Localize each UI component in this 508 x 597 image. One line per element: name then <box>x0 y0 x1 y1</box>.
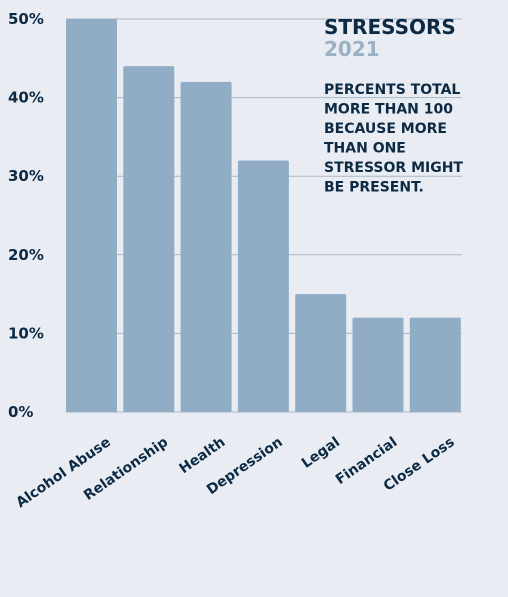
y-tick-label: 10% <box>8 324 44 342</box>
bar <box>180 81 232 412</box>
bars <box>66 19 461 412</box>
y-tick-label: 20% <box>8 246 44 264</box>
annotation-line: THAN ONE <box>324 141 406 157</box>
y-tick-label: 50% <box>8 10 44 28</box>
category-label: Legal <box>299 434 343 472</box>
y-tick-label: 0% <box>8 403 33 421</box>
bar <box>409 317 461 412</box>
annotation-line: BECAUSE MORE <box>324 121 447 137</box>
bar <box>66 19 117 412</box>
annotation-line: PERCENTS TOTAL <box>324 82 460 98</box>
y-tick-label: 40% <box>8 89 44 107</box>
y-tick-label: 30% <box>8 167 44 185</box>
chart-title: STRESSORS <box>324 15 456 39</box>
y-tick-labels: 0% 10% 20% 30% 40% 50% <box>8 10 44 421</box>
bar <box>295 294 347 412</box>
annotation: PERCENTS TOTAL MORE THAN 100 BECAUSE MORE T… <box>324 82 463 196</box>
bar <box>352 317 404 412</box>
bar <box>123 66 175 412</box>
category-label: Alcohol Abuse <box>13 434 113 511</box>
annotation-line: BE PRESENT. <box>324 180 424 196</box>
category-label: Health <box>177 434 229 477</box>
bar <box>237 160 289 412</box>
annotation-line: STRESSOR MIGHT <box>324 160 463 176</box>
chart-subtitle: 2021 <box>324 37 380 61</box>
annotation-line: MORE THAN 100 <box>324 102 453 118</box>
